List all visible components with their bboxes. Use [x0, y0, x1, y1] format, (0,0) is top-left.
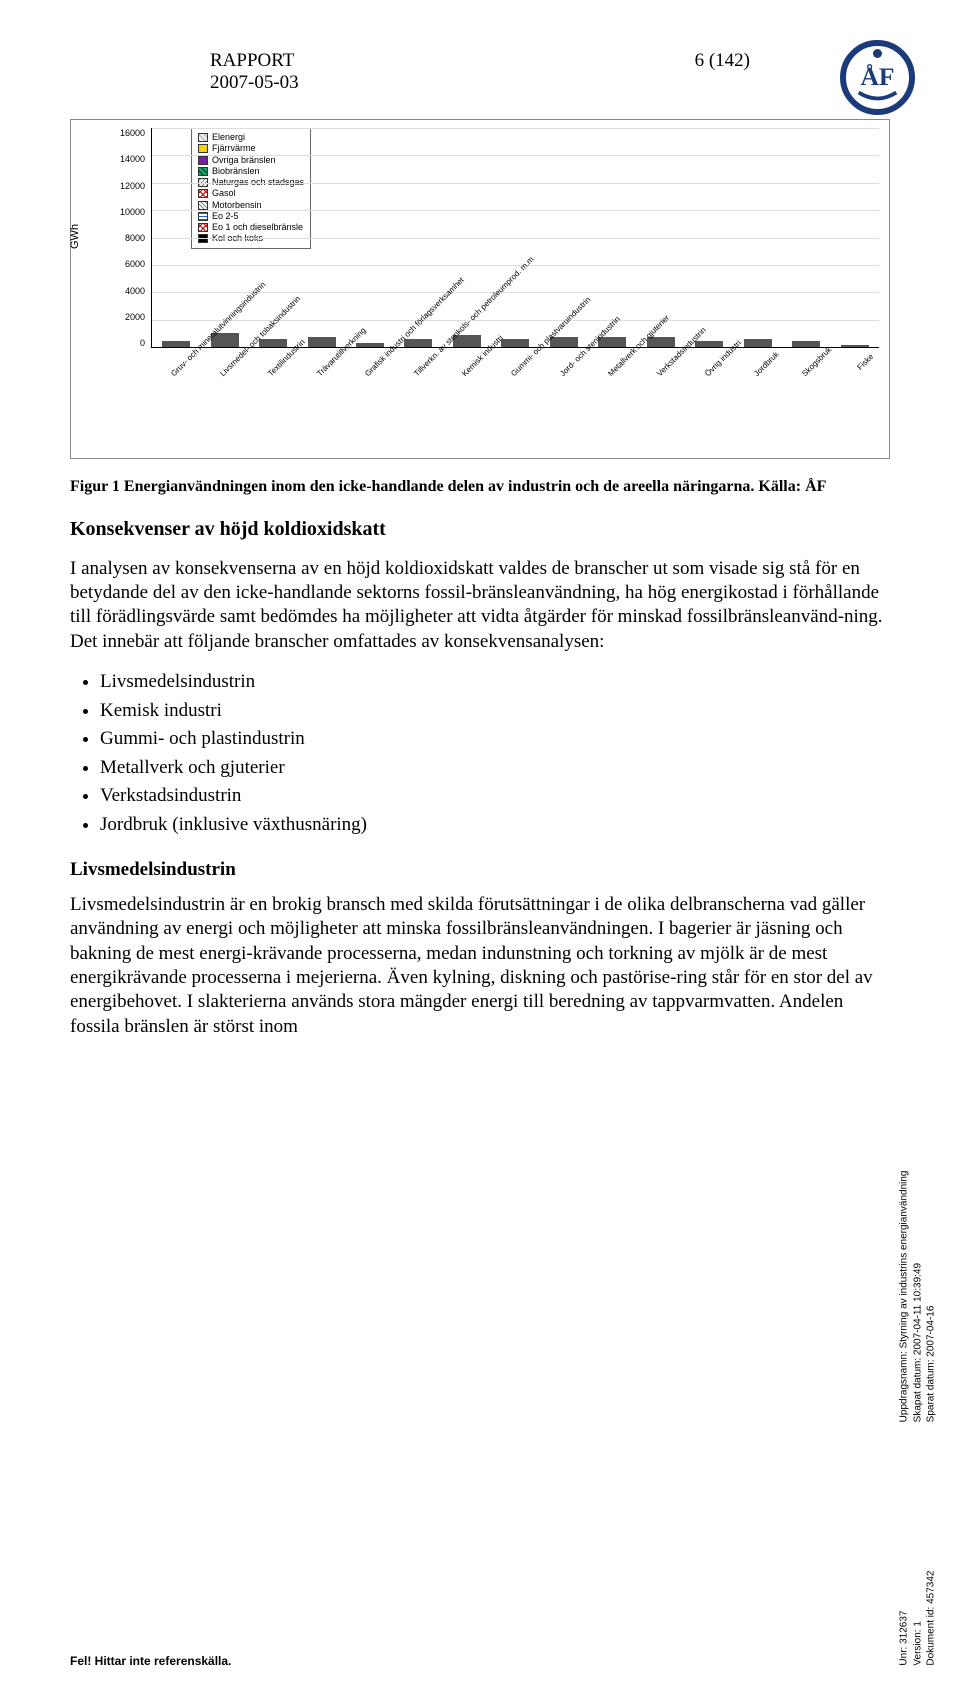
y-tick: 14000: [101, 154, 145, 164]
section-title: Konsekvenser av höjd koldioxidskatt: [70, 518, 890, 541]
meta-version: Version: 1: [911, 1570, 925, 1665]
bar-segment: [598, 345, 626, 347]
bar: [501, 339, 529, 347]
report-header: RAPPORT 2007-05-03 6 (142): [70, 50, 890, 94]
gridline: [152, 210, 879, 211]
bar-segment: [744, 345, 772, 347]
y-tick: 16000: [101, 128, 145, 138]
footer-error: Fel! Hittar inte referenskälla.: [70, 1654, 231, 1668]
bar-segment: [453, 345, 481, 347]
bar-segment: [259, 345, 287, 347]
bar-segment: [404, 345, 432, 347]
bar-segment: [501, 345, 529, 347]
plot-area: [151, 128, 879, 348]
branch-list: LivsmedelsindustrinKemisk industriGummi-…: [100, 668, 890, 839]
svg-text:ÅF: ÅF: [861, 62, 895, 91]
bar-segment: [841, 345, 869, 347]
bar-segment: [550, 345, 578, 347]
header-page: 6 (142): [695, 50, 750, 94]
list-item: Jordbruk (inklusive växthusnäring): [100, 811, 890, 840]
bar-segment: [211, 345, 239, 347]
bar: [695, 341, 723, 347]
gridline: [152, 128, 879, 129]
gridline: [152, 155, 879, 156]
bar: [744, 339, 772, 347]
meta-saved: Sparat datum: 2007-04-16: [925, 1170, 939, 1422]
list-item: Gummi- och plastindustrin: [100, 725, 890, 754]
y-tick: 4000: [101, 286, 145, 296]
side-meta-upper: Uppdragsnamn: Styrning av industrins ene…: [898, 1170, 939, 1422]
y-tick: 8000: [101, 233, 145, 243]
y-tick: 6000: [101, 259, 145, 269]
gridline: [152, 183, 879, 184]
header-title: RAPPORT: [210, 50, 299, 72]
bar: [356, 343, 384, 347]
bar-segment: [695, 345, 723, 347]
bar: [162, 341, 190, 347]
para-1: I analysen av konsekvenserna av en höjd …: [70, 557, 890, 654]
y-axis-label: GWh: [69, 224, 81, 249]
bar: [792, 341, 820, 347]
y-tick: 10000: [101, 207, 145, 217]
y-tick: 12000: [101, 181, 145, 191]
side-meta-lower: Unr: 312637 Version: 1 Dokument id: 4573…: [898, 1570, 939, 1665]
list-item: Verkstadsindustrin: [100, 782, 890, 811]
y-tick: 0: [101, 338, 145, 348]
bar-segment: [162, 345, 190, 347]
bar: [841, 345, 869, 347]
y-tick: 2000: [101, 312, 145, 322]
meta-unr: Unr: 312637: [898, 1570, 912, 1665]
bar-segment: [792, 345, 820, 347]
y-ticks: 16000 14000 12000 10000 8000 6000 4000 2000 0: [101, 128, 145, 348]
gridline: [152, 238, 879, 239]
figure-caption: Figur 1 Energianvändningen inom den icke…: [70, 477, 890, 498]
x-labels: Gruv- och mineralutvinningsindustrinLivs…: [151, 348, 879, 458]
meta-docid: Dokument id: 457342: [925, 1570, 939, 1665]
bar: [308, 337, 336, 347]
meta-created: Skapat datum: 2007-04-11 10:39:49: [911, 1170, 925, 1422]
list-item: Kemisk industri: [100, 697, 890, 726]
bar: [259, 339, 287, 347]
meta-assignment: Uppdragsnamn: Styrning av industrins ene…: [898, 1170, 912, 1422]
bar-segment: [647, 345, 675, 347]
gridline: [152, 320, 879, 321]
bar-segment: [356, 345, 384, 347]
af-logo: ÅF: [840, 40, 915, 115]
list-item: Metallverk och gjuterier: [100, 754, 890, 783]
para-2: Livsmedelsindustrin är en brokig bransch…: [70, 893, 890, 1039]
header-date: 2007-05-03: [210, 72, 299, 94]
gridline: [152, 265, 879, 266]
bar-segment: [308, 345, 336, 347]
list-item: Livsmedelsindustrin: [100, 668, 890, 697]
subsection-title: Livsmedelsindustrin: [70, 859, 890, 881]
energy-chart: GWh 16000 14000 12000 10000 8000 6000 4000 2000…: [70, 119, 890, 459]
bar: [404, 339, 432, 347]
